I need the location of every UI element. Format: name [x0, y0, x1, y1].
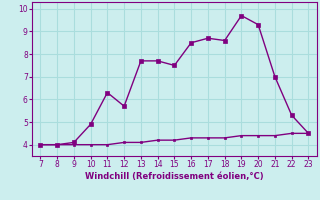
- X-axis label: Windchill (Refroidissement éolien,°C): Windchill (Refroidissement éolien,°C): [85, 172, 264, 181]
